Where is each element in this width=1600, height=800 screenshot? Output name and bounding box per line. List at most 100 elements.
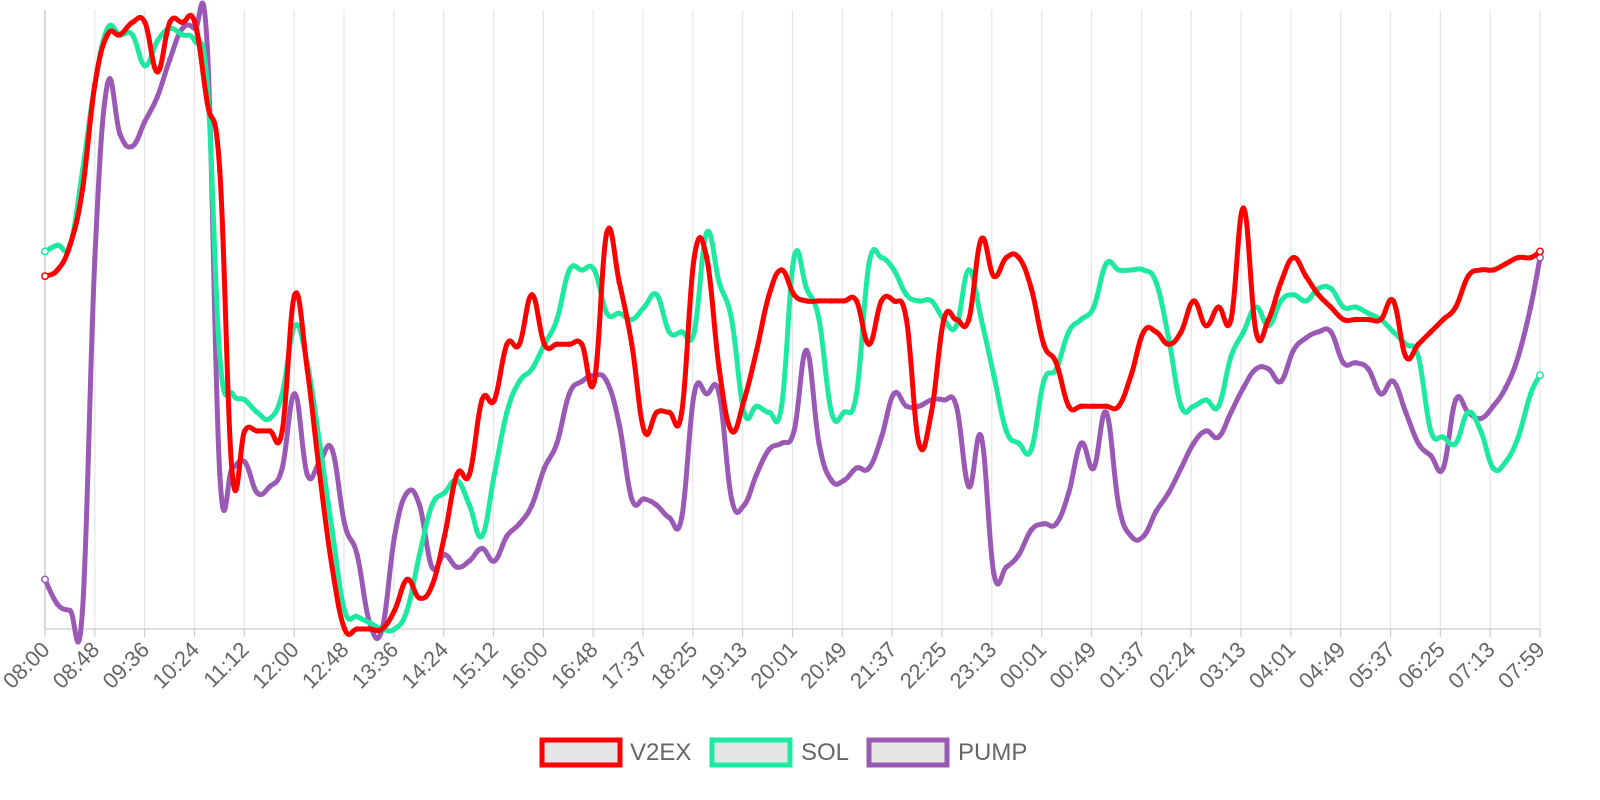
data-point-v2ex <box>1203 322 1209 329</box>
data-point-sol <box>1303 298 1309 304</box>
data-point-sol <box>466 502 473 508</box>
data-point-pump <box>679 514 685 521</box>
legend: V2EX SOL PUMP <box>539 737 1027 768</box>
data-point-v2ex <box>679 409 685 416</box>
data-point-v2ex <box>1465 273 1471 279</box>
data-point-v2ex <box>716 366 722 372</box>
data-point-sol <box>441 490 448 496</box>
data-point-v2ex <box>816 298 822 304</box>
data-point-v2ex <box>878 298 885 304</box>
data-point-sol <box>679 329 685 335</box>
data-point-sol <box>554 316 560 323</box>
data-point-v2ex <box>229 471 235 477</box>
data-point-pump <box>1290 347 1297 354</box>
data-point-pump <box>1253 366 1259 372</box>
x-tick-label: 05:37 <box>1343 637 1400 694</box>
data-point-pump <box>92 254 98 261</box>
data-point-pump <box>1453 397 1459 403</box>
data-point-v2ex <box>1003 254 1009 261</box>
x-tick-label: 03:13 <box>1194 637 1251 694</box>
data-point-v2ex <box>1490 267 1496 273</box>
data-point-v2ex <box>504 341 510 347</box>
data-point-v2ex <box>117 32 123 38</box>
x-axis-tick-labels: 08:0008:4809:3610:2411:1212:0012:4813:36… <box>0 637 1550 694</box>
data-point-pump <box>1490 403 1496 409</box>
data-point-v2ex <box>1403 353 1409 360</box>
data-point-v2ex <box>828 298 835 304</box>
data-point-pump <box>703 391 710 397</box>
data-point-sol <box>429 502 435 508</box>
data-point-sol <box>129 32 136 38</box>
data-point-sol <box>853 391 860 397</box>
data-point-v2ex <box>429 582 435 589</box>
data-point-sol <box>142 63 148 69</box>
x-tick-label: 16:00 <box>496 637 553 694</box>
x-tick-label: 11:12 <box>198 637 253 692</box>
data-point-pump <box>217 471 223 477</box>
data-point-v2ex <box>1115 403 1122 409</box>
data-point-v2ex <box>728 428 735 434</box>
data-point-v2ex <box>279 428 285 434</box>
data-point-sol <box>1178 403 1184 409</box>
data-point-sol <box>728 316 735 323</box>
data-point-sol <box>1115 267 1122 273</box>
data-point-pump <box>1165 490 1172 496</box>
data-point-pump <box>1190 440 1197 446</box>
data-point-v2ex <box>1477 267 1484 273</box>
data-point-sol <box>1515 434 1521 440</box>
data-point-v2ex <box>1390 298 1397 304</box>
data-point-pump <box>341 521 348 527</box>
x-tick-label: 02:24 <box>1144 637 1201 694</box>
data-point-sol <box>1028 446 1034 453</box>
data-point-sol <box>778 403 785 409</box>
data-point-pump <box>741 502 747 508</box>
data-point-sol <box>1415 353 1421 360</box>
data-point-pump <box>1066 490 1072 496</box>
data-point-v2ex <box>1453 304 1459 310</box>
data-point-pump <box>953 403 960 409</box>
data-point-v2ex <box>891 298 897 304</box>
data-point-sol <box>416 552 423 558</box>
data-point-v2ex <box>1103 403 1109 409</box>
data-point-v2ex <box>529 292 535 298</box>
data-point-sol <box>41 247 49 256</box>
data-point-pump <box>654 502 660 508</box>
data-point-pump <box>1390 378 1397 385</box>
data-point-pump <box>354 552 360 558</box>
data-point-sol <box>479 533 485 539</box>
data-point-pump <box>1303 335 1309 341</box>
data-point-pump <box>579 378 585 385</box>
data-point-v2ex <box>154 69 161 75</box>
data-point-v2ex <box>1502 261 1509 267</box>
data-point-v2ex <box>853 298 860 304</box>
data-point-sol <box>529 366 535 372</box>
data-point-sol <box>1465 409 1471 416</box>
data-point-v2ex <box>1153 329 1159 335</box>
data-point-v2ex <box>1165 341 1172 347</box>
data-point-v2ex <box>1440 316 1446 323</box>
data-point-sol <box>1090 304 1097 310</box>
data-point-sol <box>1140 267 1147 273</box>
data-point-v2ex <box>1240 205 1247 211</box>
data-point-v2ex <box>579 341 585 347</box>
data-point-v2ex <box>1315 292 1322 298</box>
data-point-pump <box>466 558 473 564</box>
data-point-pump <box>1140 533 1147 539</box>
data-point-pump <box>79 607 86 614</box>
data-point-sol <box>866 261 872 267</box>
data-point-v2ex <box>391 607 398 614</box>
legend-label-sol: SOL <box>801 739 849 766</box>
data-point-v2ex <box>416 595 423 601</box>
data-point-sol <box>1527 391 1534 397</box>
data-point-v2ex <box>978 236 985 242</box>
data-point-sol <box>1078 316 1084 323</box>
data-point-sol <box>916 298 922 304</box>
data-point-pump <box>691 391 697 397</box>
data-point-sol <box>154 38 161 44</box>
data-point-pump <box>1016 552 1022 558</box>
data-point-pump <box>304 471 310 477</box>
x-tick-label: 13:36 <box>347 637 404 694</box>
data-point-v2ex <box>217 168 223 174</box>
data-point-v2ex <box>441 533 448 539</box>
data-point-v2ex <box>404 576 410 583</box>
